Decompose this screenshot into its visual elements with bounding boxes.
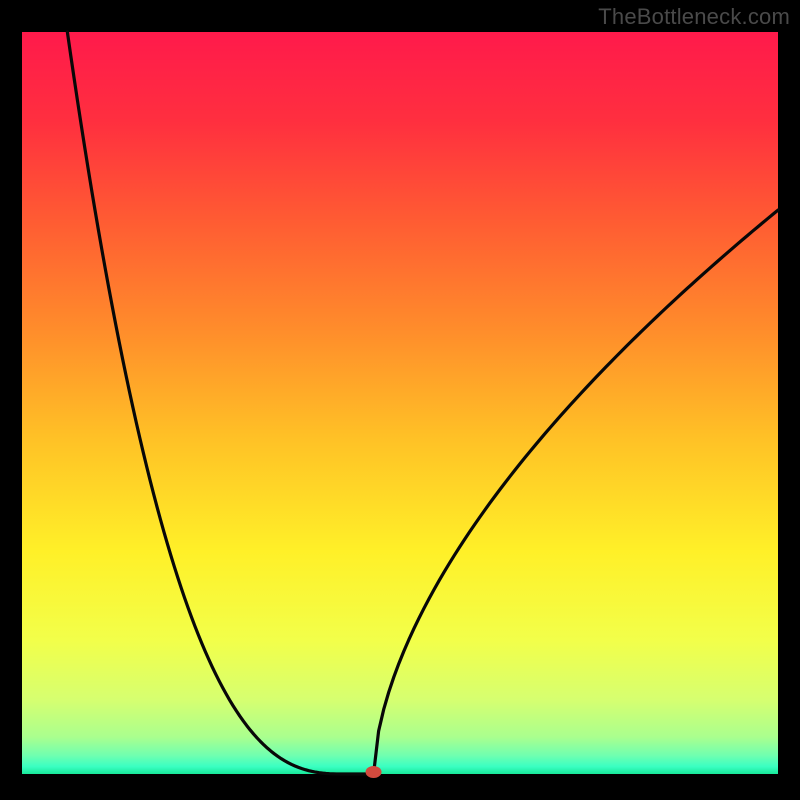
optimum-marker [366, 766, 382, 778]
watermark-text: TheBottleneck.com [598, 4, 790, 30]
chart-container: TheBottleneck.com [0, 0, 800, 800]
bottleneck-chart [0, 0, 800, 800]
